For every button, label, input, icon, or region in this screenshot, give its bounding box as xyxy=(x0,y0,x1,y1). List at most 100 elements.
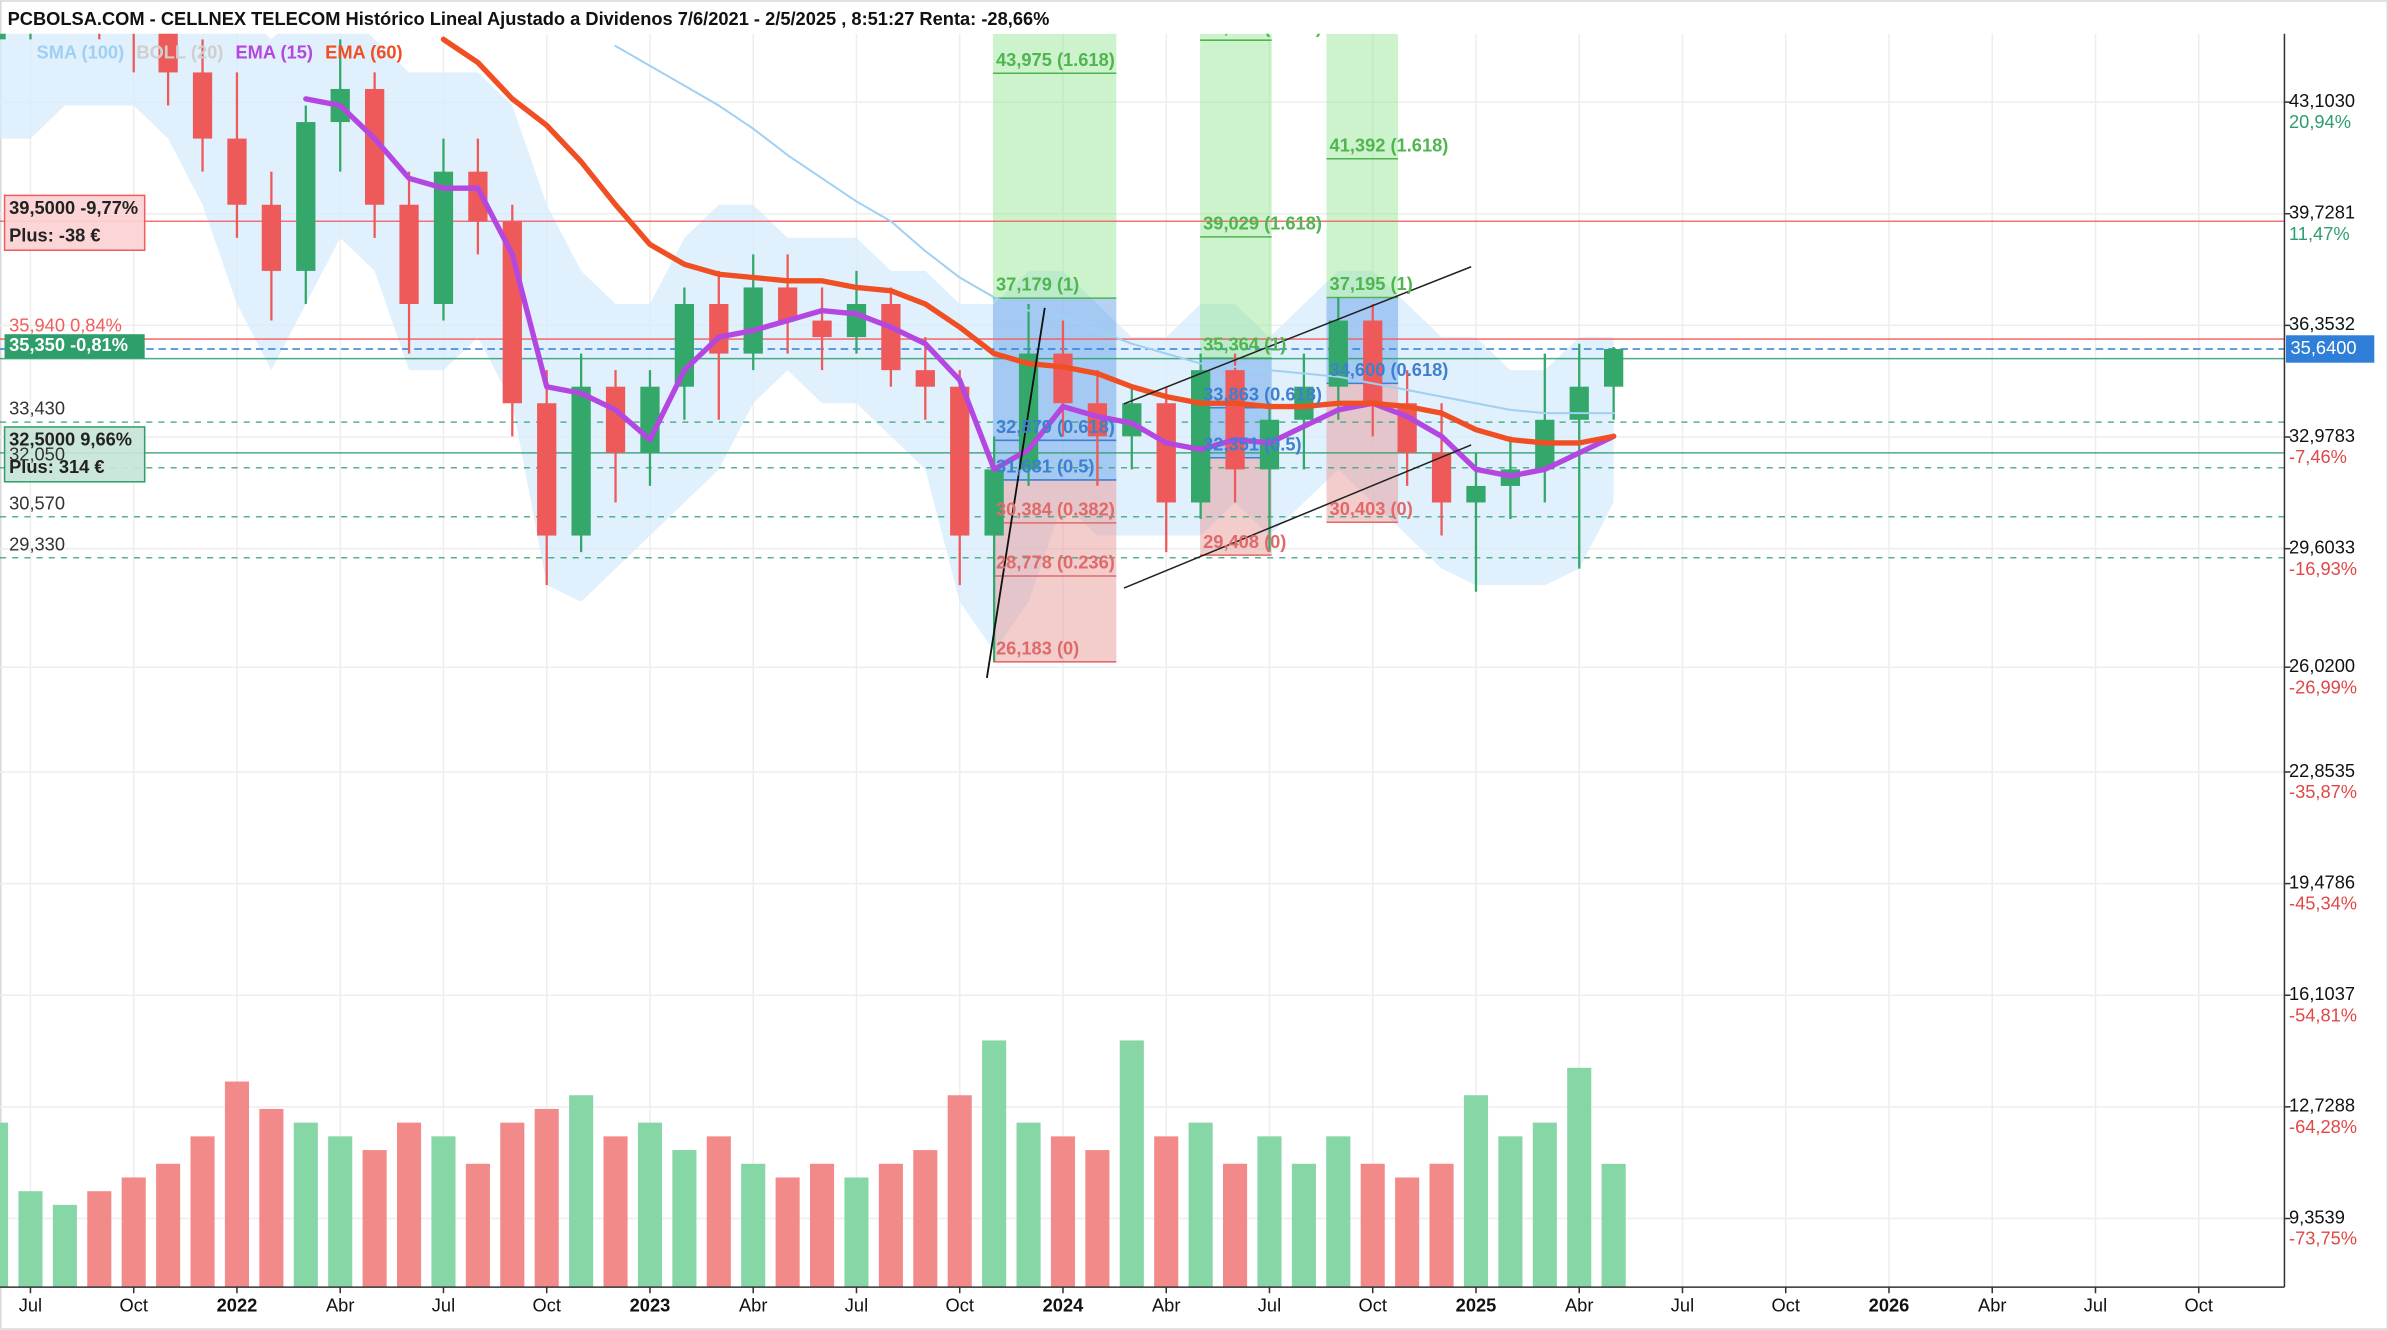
y-tick-label: 16,1037 xyxy=(2289,983,2355,1004)
candle-body xyxy=(605,386,626,453)
candle-body xyxy=(296,122,316,271)
x-tick-label: Oct xyxy=(1359,1295,1387,1316)
y-tick-label: 43,1030 xyxy=(2289,90,2355,111)
candle-body xyxy=(915,370,935,387)
last-price-label: 35,6400 xyxy=(2291,337,2357,358)
level-label-box xyxy=(3,194,146,251)
fib-label: 32,879 (0.618) xyxy=(996,416,1115,437)
volume-bar xyxy=(362,1150,387,1288)
x-tick-label: Jul xyxy=(432,1295,455,1316)
volume-bar xyxy=(1016,1122,1041,1288)
candle-body xyxy=(158,33,178,73)
candle-body xyxy=(227,138,247,205)
channel-upper xyxy=(1123,266,1472,405)
y-tick-pct-label: 11,47% xyxy=(2289,223,2350,244)
legend-entry: SMA (100) xyxy=(37,41,125,62)
axes: 43,103020,94%39,728111,47%36,35322,00%32… xyxy=(0,33,2357,1316)
legend-entry: BOLL (20) xyxy=(136,41,223,62)
level-label-tint xyxy=(4,195,145,251)
volume-bar xyxy=(637,1122,663,1288)
level-sublabel: Plus: -38 € xyxy=(9,224,100,245)
candle-body xyxy=(537,403,557,536)
x-tick-label: Jul xyxy=(1258,1295,1281,1316)
volume-bar xyxy=(913,1150,938,1288)
trend-drawings xyxy=(985,266,1472,679)
y-tick-pct-label: -35,87% xyxy=(2289,781,2357,802)
candle-body xyxy=(261,204,282,271)
fibonacci-labels: 43,975 (1.618) 37,179 (1) 32,879 (0.618) 31… xyxy=(996,34,1448,659)
x-tick-label: Jul xyxy=(2084,1295,2107,1316)
x-tick-label: 2026 xyxy=(1869,1295,1910,1316)
fib-label: 37,195 (1) xyxy=(1330,273,1413,294)
volume-bar xyxy=(1257,1136,1282,1288)
volume-bar xyxy=(947,1095,972,1288)
candle-body xyxy=(571,386,591,536)
x-tick-label: Abr xyxy=(1565,1295,1593,1316)
volume-bar xyxy=(500,1122,525,1288)
volume-bar xyxy=(1085,1150,1110,1288)
x-tick-label: Oct xyxy=(946,1295,974,1316)
fib-label: 31,681 (0.5) xyxy=(996,456,1095,477)
indicator-line xyxy=(440,36,1617,446)
y-tick-label: 36,3532 xyxy=(2289,313,2355,334)
fib-label: 30,403 (0) xyxy=(1330,498,1413,519)
y-tick-label: 39,7281 xyxy=(2289,202,2355,223)
candle-body xyxy=(1087,403,1108,437)
volume-bar xyxy=(672,1150,697,1288)
y-tick-pct-label: -64,28% xyxy=(2289,1116,2357,1137)
last-price-box xyxy=(2285,335,2375,363)
fib-label: 35,364 (1) xyxy=(1203,334,1286,355)
candle-body xyxy=(950,386,970,536)
y-tick-label: 26,0200 xyxy=(2289,655,2355,676)
y-tick-label: 9,3539 xyxy=(2289,1206,2345,1227)
volume-bar xyxy=(293,1122,318,1288)
fib-label: 39,029 (1.618) xyxy=(1203,213,1322,234)
volume-bar xyxy=(0,1122,9,1288)
levels xyxy=(0,220,2285,559)
volume-bar xyxy=(465,1163,490,1288)
volume-bar xyxy=(1188,1122,1213,1288)
x-tick-label: 2022 xyxy=(217,1295,258,1316)
candle-body xyxy=(502,221,522,404)
candle-body xyxy=(1294,386,1314,420)
volume-bar xyxy=(1567,1067,1592,1288)
level-label-tint xyxy=(4,426,145,482)
candle-body xyxy=(192,72,213,139)
volume-bar xyxy=(878,1163,903,1288)
y-tick-pct-label: -54,81% xyxy=(2289,1004,2357,1025)
y-tick-label: 22,8535 xyxy=(2289,760,2355,781)
volume-bar xyxy=(569,1095,594,1288)
x-tick-label: 2025 xyxy=(1456,1295,1497,1316)
volume-bar xyxy=(844,1177,869,1288)
volume-bar xyxy=(1223,1163,1248,1288)
level-label: 29,330 xyxy=(9,533,65,554)
level-label: 33,430 xyxy=(9,398,65,419)
volume-bar xyxy=(1326,1136,1351,1288)
volume xyxy=(0,1040,1626,1288)
level-label: 32,5000 9,66% xyxy=(9,428,132,449)
fib-label: 26,183 (0) xyxy=(996,637,1079,658)
level-sublabel: Plus: 314 € xyxy=(9,456,104,477)
volume-bar xyxy=(810,1163,835,1288)
candle-body xyxy=(0,33,6,40)
x-tick-label: 2023 xyxy=(630,1295,671,1316)
volume-bar xyxy=(121,1177,146,1288)
volume-bar xyxy=(224,1081,250,1288)
fib-label: 28,778 (0.236) xyxy=(996,552,1115,573)
volume-bar xyxy=(1360,1163,1385,1288)
x-tick-label: 2024 xyxy=(1043,1295,1084,1316)
volume-bar xyxy=(1395,1177,1420,1288)
fib-zone-green xyxy=(1326,33,1399,298)
x-tick-label: Jul xyxy=(19,1295,42,1316)
fib-label: 43,975 (1.618) xyxy=(996,49,1115,70)
indicator-lines xyxy=(303,36,1617,479)
x-tick-label: Oct xyxy=(119,1295,147,1316)
candle-body xyxy=(640,386,660,453)
candle-body xyxy=(1569,386,1589,420)
volume-bar xyxy=(328,1136,353,1288)
volume-bar xyxy=(18,1191,43,1288)
volume-bar xyxy=(1429,1163,1454,1288)
candle-body xyxy=(743,287,763,354)
